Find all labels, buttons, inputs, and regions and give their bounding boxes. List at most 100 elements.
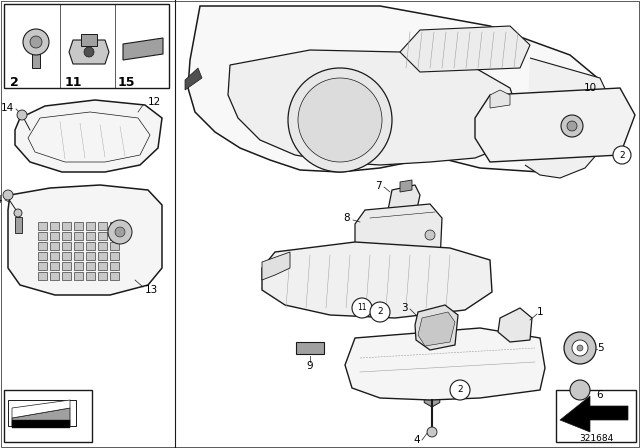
Polygon shape (8, 400, 76, 426)
Bar (110, 222, 119, 230)
Text: 9: 9 (307, 361, 314, 371)
Bar (86, 232, 95, 240)
Circle shape (425, 230, 435, 240)
Circle shape (577, 345, 583, 351)
Polygon shape (418, 312, 455, 346)
Text: 11: 11 (357, 303, 367, 313)
Text: 15: 15 (117, 76, 135, 89)
Bar (15, 217, 22, 233)
Bar (110, 252, 119, 260)
Circle shape (561, 115, 583, 137)
Bar (50, 262, 59, 270)
Circle shape (17, 110, 27, 120)
Bar (38, 272, 47, 280)
Text: 13: 13 (145, 285, 158, 295)
Polygon shape (12, 408, 70, 426)
Text: 12: 12 (148, 97, 161, 107)
Polygon shape (188, 6, 610, 172)
Bar (110, 232, 119, 240)
Circle shape (115, 227, 125, 237)
Bar (62, 262, 71, 270)
Polygon shape (400, 180, 412, 192)
Bar (86, 222, 95, 230)
Text: 321684: 321684 (579, 434, 613, 443)
Polygon shape (8, 185, 162, 295)
Polygon shape (388, 185, 420, 222)
Bar (62, 222, 71, 230)
Text: 2: 2 (457, 385, 463, 395)
Bar (4, 390, 92, 442)
Polygon shape (475, 88, 635, 162)
Circle shape (14, 209, 22, 217)
Bar (556, 390, 636, 442)
Bar (62, 252, 71, 260)
Bar (38, 232, 47, 240)
Polygon shape (415, 305, 458, 350)
Bar (98, 232, 107, 240)
Polygon shape (498, 308, 532, 342)
Polygon shape (12, 420, 70, 428)
Polygon shape (262, 242, 492, 318)
Bar (110, 242, 119, 250)
Polygon shape (12, 400, 70, 418)
Polygon shape (424, 389, 440, 407)
Polygon shape (570, 420, 590, 428)
Bar (38, 252, 47, 260)
Polygon shape (32, 51, 40, 68)
Bar (98, 262, 107, 270)
Polygon shape (345, 328, 545, 400)
Circle shape (84, 47, 94, 57)
Polygon shape (15, 100, 162, 172)
Circle shape (352, 298, 372, 318)
Polygon shape (490, 90, 510, 108)
Polygon shape (123, 38, 163, 60)
Bar (110, 272, 119, 280)
Polygon shape (69, 40, 109, 64)
Bar (62, 242, 71, 250)
Bar (38, 222, 47, 230)
Text: 14: 14 (1, 103, 14, 113)
Polygon shape (525, 58, 615, 178)
Circle shape (427, 427, 437, 437)
Bar (86, 272, 95, 280)
Text: 3: 3 (401, 303, 408, 313)
Text: 6: 6 (596, 390, 604, 400)
Bar (86, 242, 95, 250)
Circle shape (108, 220, 132, 244)
Bar (62, 232, 71, 240)
Bar (86, 262, 95, 270)
Bar (38, 262, 47, 270)
Polygon shape (81, 34, 97, 46)
Polygon shape (296, 342, 324, 354)
Circle shape (23, 29, 49, 55)
Bar (98, 252, 107, 260)
Bar (50, 222, 59, 230)
Circle shape (298, 78, 382, 162)
Bar (38, 242, 47, 250)
Text: 7: 7 (376, 181, 382, 191)
Bar (98, 222, 107, 230)
Bar (74, 232, 83, 240)
Text: 10: 10 (584, 83, 596, 93)
Polygon shape (228, 50, 520, 165)
Circle shape (570, 380, 590, 400)
Text: 11: 11 (64, 76, 82, 89)
Polygon shape (355, 204, 442, 268)
Bar (86, 252, 95, 260)
Bar (74, 262, 83, 270)
Polygon shape (185, 68, 202, 90)
Text: 5: 5 (596, 343, 604, 353)
Bar (74, 222, 83, 230)
Bar (74, 272, 83, 280)
Bar (50, 252, 59, 260)
Bar (62, 272, 71, 280)
Text: 2: 2 (377, 307, 383, 316)
Circle shape (564, 332, 596, 364)
Bar (50, 232, 59, 240)
Bar (50, 242, 59, 250)
Bar (98, 242, 107, 250)
Circle shape (370, 302, 390, 322)
Circle shape (288, 68, 392, 172)
Polygon shape (262, 252, 290, 280)
Text: 1: 1 (537, 307, 543, 317)
